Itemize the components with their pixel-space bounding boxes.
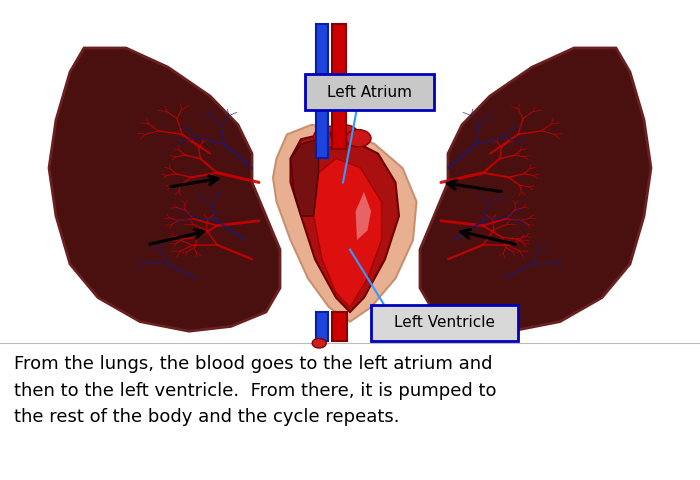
FancyBboxPatch shape [304, 74, 434, 110]
Polygon shape [290, 139, 318, 216]
Polygon shape [332, 312, 347, 341]
Circle shape [330, 125, 358, 144]
Circle shape [312, 338, 326, 348]
Polygon shape [314, 158, 382, 307]
Polygon shape [49, 48, 280, 331]
Polygon shape [290, 134, 399, 312]
Polygon shape [316, 24, 328, 158]
Circle shape [314, 126, 344, 147]
Polygon shape [316, 312, 328, 341]
Text: Left Atrium: Left Atrium [327, 85, 412, 100]
Text: From the lungs, the blood goes to the left atrium and
then to the left ventricle: From the lungs, the blood goes to the le… [14, 355, 496, 426]
Polygon shape [356, 192, 371, 240]
Text: Left Ventricle: Left Ventricle [394, 315, 495, 330]
Polygon shape [273, 125, 416, 322]
Polygon shape [420, 48, 651, 331]
FancyBboxPatch shape [371, 305, 518, 341]
Polygon shape [332, 24, 346, 149]
Circle shape [346, 130, 371, 147]
